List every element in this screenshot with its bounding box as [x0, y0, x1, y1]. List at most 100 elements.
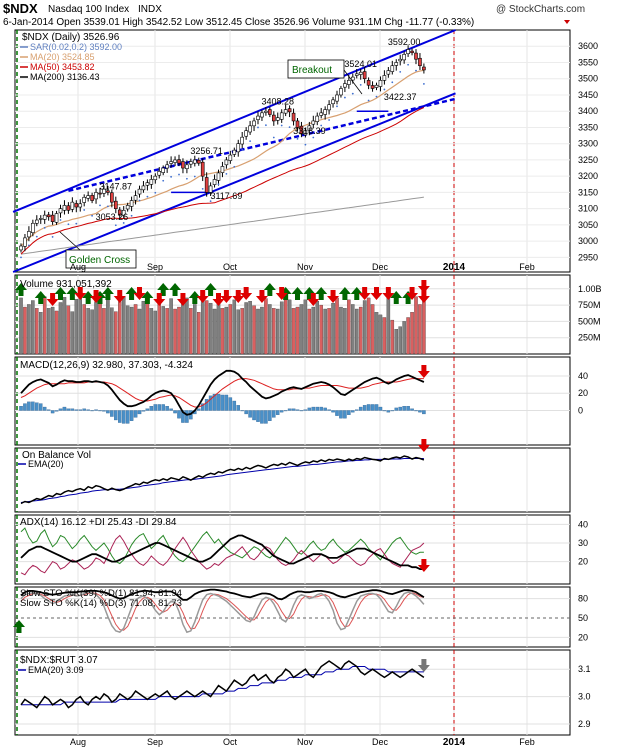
y-tick-label: 3200: [578, 171, 598, 181]
macd-histogram-bar: [145, 408, 150, 411]
down-arrow-icon: [406, 287, 419, 300]
candle: [287, 108, 292, 113]
candle: [366, 80, 371, 86]
candle: [50, 214, 55, 222]
volume-bar: [204, 300, 209, 355]
sar-dot: [336, 105, 338, 108]
volume-bar: [200, 295, 205, 355]
obv-line: [20, 455, 425, 505]
volume-bar: [272, 308, 276, 355]
macd-histogram-bar: [272, 410, 276, 418]
down-arrow-icon: [417, 365, 430, 378]
volume-bar: [42, 296, 47, 355]
macd-histogram-bar: [46, 409, 51, 411]
candle: [193, 159, 197, 164]
volume-bar: [177, 306, 181, 355]
candle: [78, 203, 83, 208]
volume-bar: [260, 306, 264, 355]
volume-bar: [31, 300, 35, 355]
candle: [54, 213, 59, 223]
volume-bar: [169, 298, 173, 355]
candle: [165, 164, 169, 169]
quote-line: 6-Jan-2014 Open 3539.01 High 3542.52 Low…: [3, 17, 474, 28]
candle: [62, 205, 67, 211]
volume-bar: [74, 299, 79, 355]
candle: [149, 179, 154, 185]
candle: [354, 73, 359, 76]
candle: [402, 54, 406, 61]
sar-dot: [280, 124, 283, 127]
volume-bar: [129, 306, 134, 355]
candle: [82, 196, 86, 203]
sar-dot: [178, 173, 180, 176]
candle: [398, 58, 403, 62]
sar-dot: [257, 126, 259, 129]
candle: [58, 208, 63, 214]
candle: [418, 57, 422, 67]
volume-bar: [236, 309, 240, 355]
candle: [106, 190, 110, 193]
candle: [224, 159, 229, 166]
volume-bar: [319, 304, 323, 355]
candle: [339, 88, 343, 96]
sar-dot: [233, 165, 236, 168]
macd-histogram-bar: [39, 403, 43, 411]
volume-bar: [343, 308, 347, 355]
up-arrow-icon: [34, 291, 47, 304]
sar-dot: [375, 95, 378, 98]
candle: [323, 109, 327, 115]
x-tick-label: Oct: [223, 262, 238, 272]
volume-bar: [19, 297, 23, 355]
candle: [196, 159, 201, 164]
macd-histogram-bar: [382, 410, 387, 412]
volume-bar: [208, 302, 213, 355]
minus-di-line: [20, 534, 425, 576]
volume-bar: [46, 308, 51, 355]
macd-histogram-bar: [331, 410, 335, 413]
candle: [102, 188, 106, 194]
candle: [252, 120, 256, 127]
macd-histogram-bar: [165, 406, 169, 411]
obv-panel-title: On Balance Vol: [22, 450, 91, 461]
volume-bar: [189, 308, 193, 355]
sar-dot: [75, 222, 78, 225]
volume-bar: [362, 300, 367, 355]
macd-histogram-bar: [291, 408, 296, 411]
candle: [86, 195, 90, 199]
macd-histogram-bar: [366, 404, 371, 411]
candle: [386, 70, 391, 75]
ma200-line: [20, 196, 424, 255]
legend-entry: EMA(20): [28, 459, 64, 469]
candle: [31, 222, 35, 233]
candle: [153, 175, 158, 181]
sar-dot: [351, 92, 354, 95]
macd-histogram-bar: [90, 410, 94, 412]
candle: [382, 75, 387, 81]
candle: [46, 214, 51, 218]
macd-histogram-bar: [398, 406, 402, 411]
stoch14-d-line: [20, 592, 424, 631]
candle: [295, 120, 300, 128]
macd-histogram-bar: [406, 406, 410, 411]
sar-dot: [186, 177, 188, 180]
stoch39-k-line: [20, 588, 425, 601]
y-tick-label: 80: [578, 594, 588, 604]
candle: [244, 130, 248, 137]
volume-bar: [58, 302, 63, 355]
sar-dot: [146, 195, 149, 198]
macd-histogram-bar: [42, 406, 47, 411]
macd-histogram-bar: [94, 409, 98, 411]
symbol-label: $NDX: [3, 1, 38, 16]
macd-histogram-bar: [362, 405, 367, 411]
candle: [378, 80, 383, 87]
y-tick-label: 40: [578, 371, 588, 381]
up-arrow-icon: [303, 287, 316, 300]
sar-dot: [391, 81, 394, 84]
sar-dot: [51, 236, 54, 238]
up-arrow-icon: [141, 291, 154, 304]
sar-dot: [383, 88, 386, 91]
candle: [216, 172, 221, 181]
golden-cross-callout: Golden Cross: [69, 255, 130, 266]
sar-dot: [130, 214, 133, 217]
volume-bar: [133, 304, 138, 355]
